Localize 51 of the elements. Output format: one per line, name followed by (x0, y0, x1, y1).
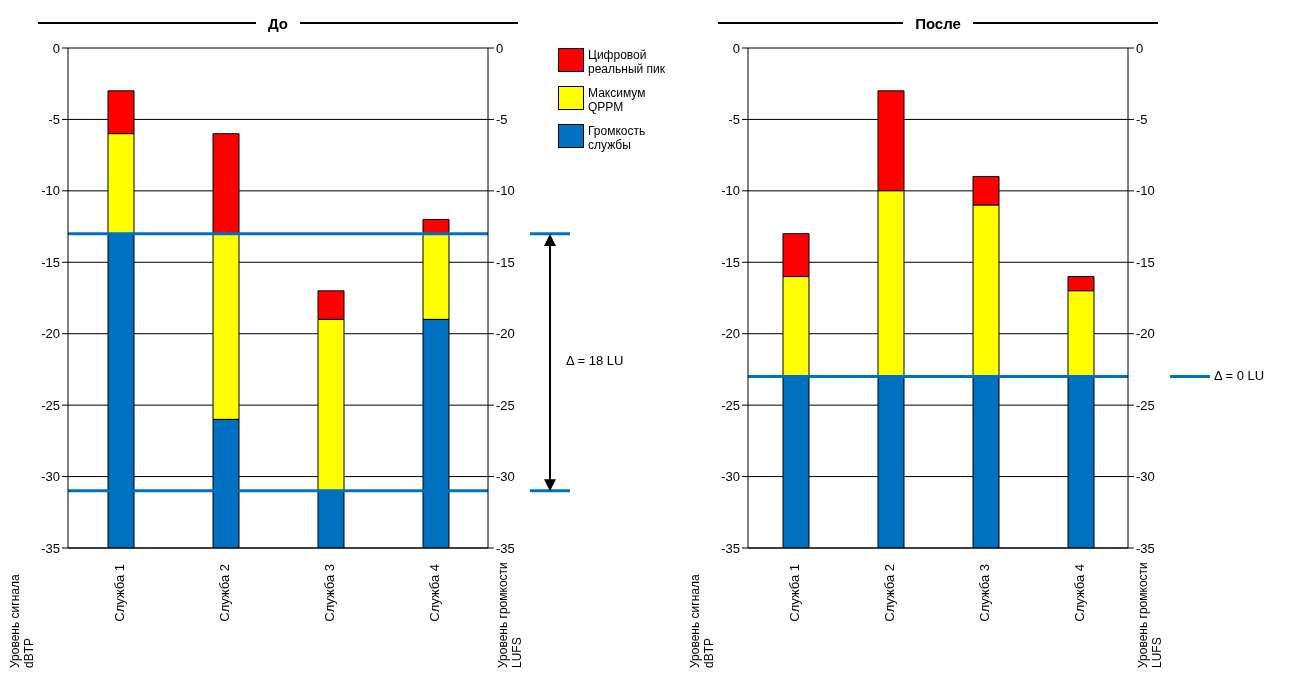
y-tick-label: -5 (728, 112, 740, 128)
y2-tick-label: 0 (1136, 40, 1144, 56)
x-tick-label: Служба 1 (111, 564, 127, 622)
x-tick-label: Служба 4 (1071, 564, 1087, 622)
y2-axis-title: Уровень громкости LUFS (1136, 562, 1164, 668)
x-tick-label: Служба 2 (216, 564, 232, 622)
y2-tick-label: -5 (1136, 112, 1148, 128)
chart-title: После (915, 14, 961, 32)
y-tick-label: -10 (721, 183, 740, 199)
y-tick-label: -25 (721, 397, 740, 413)
x-tick-label: Служба 2 (881, 564, 897, 622)
x-tick-label: Служба 1 (786, 564, 802, 622)
legend-label: Максимум QPPM (588, 86, 647, 114)
y2-tick-label: -15 (1136, 254, 1155, 270)
y-tick-label: -35 (41, 540, 60, 556)
y-tick-label: -20 (41, 326, 60, 342)
y2-tick-label: 0 (496, 40, 504, 56)
y-tick-label: -15 (721, 254, 740, 270)
y2-tick-label: -10 (1136, 183, 1155, 199)
y-tick-label: -15 (41, 254, 60, 270)
x-tick-label: Служба 4 (426, 564, 442, 622)
y-tick-label: -5 (48, 112, 60, 128)
y-axis-title: Уровень сигнала dBTP (688, 573, 717, 668)
y2-tick-label: -35 (1136, 540, 1155, 556)
y-tick-label: -30 (41, 469, 60, 485)
y-tick-label: -10 (41, 183, 60, 199)
y-tick-label: -25 (41, 397, 60, 413)
y-axis-title: Уровень сигнала dBTP (8, 573, 37, 668)
y2-axis-title: Уровень громкости LUFS (496, 562, 524, 668)
legend-label: Громкость службы (588, 124, 647, 152)
y2-tick-label: -20 (1136, 326, 1155, 342)
y2-tick-label: -10 (496, 183, 515, 199)
y-tick-label: 0 (52, 40, 60, 56)
y-tick-label: -35 (721, 540, 740, 556)
y2-tick-label: -15 (496, 254, 515, 270)
y2-tick-label: -20 (496, 326, 515, 342)
y2-tick-label: -5 (496, 112, 508, 128)
y2-tick-label: -25 (1136, 397, 1155, 413)
text: Δ = 18 LU (566, 353, 624, 369)
chart-title: До (267, 14, 289, 32)
legend-label: Цифровой реальный пик (588, 48, 666, 76)
y2-tick-label: -30 (1136, 469, 1155, 485)
y2-tick-label: -30 (496, 469, 515, 485)
y2-tick-label: -35 (496, 540, 515, 556)
y-tick-label: 0 (732, 40, 740, 56)
text: Δ = 0 LU (1214, 367, 1265, 383)
y2-tick-label: -25 (496, 397, 515, 413)
x-tick-label: Служба 3 (976, 564, 992, 622)
y-tick-label: -30 (721, 469, 740, 485)
y-tick-label: -20 (721, 326, 740, 342)
x-tick-label: Служба 3 (321, 564, 337, 622)
